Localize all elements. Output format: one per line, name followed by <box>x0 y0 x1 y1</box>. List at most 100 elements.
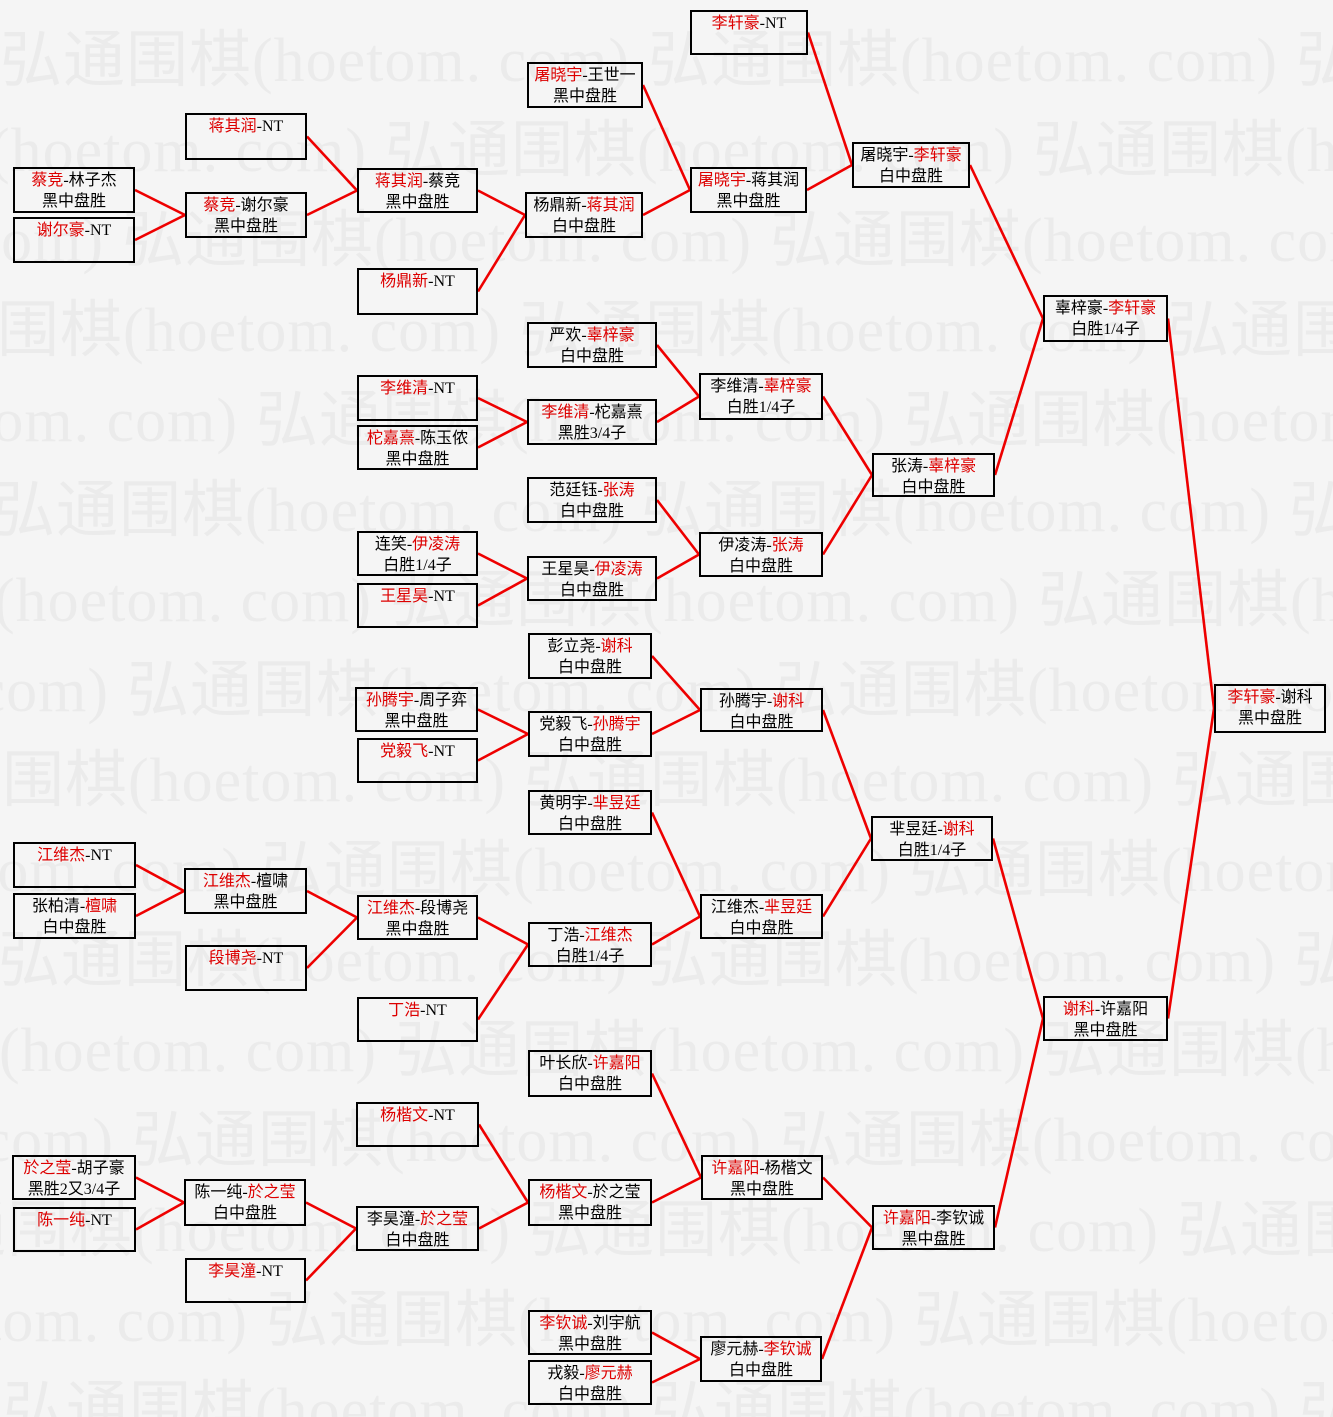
match-result: 黑胜3/4子 <box>557 425 627 442</box>
match-players: 柁嘉熹-陈玉侬 <box>359 428 476 449</box>
player2-name: 蒋其润 <box>586 197 635 214</box>
match-result: 白中盘胜 <box>878 168 943 185</box>
match-players: 江维杰-檀啸 <box>186 871 305 892</box>
bracket-line <box>656 395 700 424</box>
bracket-line <box>477 420 528 449</box>
name-separator: - <box>587 1315 593 1332</box>
name-separator: - <box>84 222 90 239</box>
player1-name: 江维杰 <box>37 847 86 864</box>
match-box-m02: 谢尔豪-NT <box>13 217 135 263</box>
match-players: 李昊潼-NT <box>187 1261 304 1282</box>
player1-name: 张柏清 <box>31 898 80 915</box>
watermark-unit: 弘通围棋(hoetom. com) <box>0 387 239 455</box>
watermark-unit: 弘通围棋(hoetom. com) <box>122 207 753 275</box>
match-result: 黑中盘胜 <box>901 1231 966 1248</box>
watermark-unit: 弘通围棋(hoetom. com) <box>0 1017 378 1085</box>
match-result: 白中盘胜 <box>557 1386 622 1403</box>
match-players: 张柏清-檀啸 <box>15 896 134 917</box>
match-players: 伊凌涛-张涛 <box>701 535 821 556</box>
match-result: 黑中盘胜 <box>385 194 450 211</box>
match-result: 白中盘胜 <box>557 1076 622 1093</box>
player1-name: 辜梓豪 <box>1054 300 1103 317</box>
player1-name: 范廷钰 <box>549 482 598 499</box>
match-result: 黑中盘胜 <box>729 1181 794 1198</box>
match-box-m44: 陈一纯-NT <box>13 1207 136 1252</box>
watermark-unit: 弘通围棋(hoetom. com) <box>390 567 1021 635</box>
bracket-line <box>651 708 701 736</box>
watermark-unit: 弘通围棋(hoetom. com) <box>132 1107 763 1175</box>
bracket-line <box>1166 318 1216 709</box>
player2-name: 李轩豪 <box>913 147 962 164</box>
match-box-m21: 王星昊-伊凌涛 白中盘胜 <box>527 556 657 601</box>
player1-name: 党毅飞 <box>380 743 429 760</box>
bracket-line <box>476 214 527 293</box>
watermark-unit: 弘通围棋(hoetom. com) <box>651 1377 1282 1417</box>
match-players: 许嘉阳-李钦诚 <box>874 1208 993 1229</box>
bracket-line <box>651 1176 702 1204</box>
match-result: 白中盘胜 <box>728 1362 793 1379</box>
watermark-unit: 弘通围棋(hoetom. com) <box>909 837 1333 905</box>
name-separator: - <box>758 1341 764 1358</box>
match-players: 陈一纯-於之莹 <box>186 1182 304 1203</box>
match-box-m38: 芈昱廷-谢科 白胜1/4子 <box>871 816 993 861</box>
match-players: 辜梓豪-李轩豪 <box>1045 298 1166 319</box>
match-result: 白中盘胜 <box>559 503 624 520</box>
name-separator: - <box>420 1002 426 1019</box>
bracket-line <box>806 32 854 166</box>
player2-name: 伊凌涛 <box>412 536 461 553</box>
match-result: 白中盘胜 <box>42 919 107 936</box>
player2-name: 伊凌涛 <box>594 561 643 578</box>
name-separator: - <box>256 1263 262 1280</box>
player1-name: 蒋其润 <box>208 118 257 135</box>
match-box-m22: 伊凌涛-张涛 白中盘胜 <box>699 532 823 577</box>
player1-name: 於之莹 <box>23 1160 72 1177</box>
match-result: 黑中盘胜 <box>1073 1022 1138 1039</box>
match-players: 王星昊-NT <box>359 586 476 607</box>
match-players: 李昊潼-於之莹 <box>358 1209 477 1230</box>
name-separator: - <box>1275 689 1281 706</box>
player2-name: 李钦诚 <box>936 1210 985 1227</box>
watermark-unit: 弘通围棋(hoetom. com) <box>0 477 624 545</box>
name-separator: - <box>1094 1001 1101 1018</box>
player1-name: 戎毅 <box>547 1365 580 1382</box>
name-separator: - <box>422 173 429 190</box>
name-separator: - <box>908 147 914 164</box>
match-box-m32: 江维杰-檀啸黑中盘胜 <box>184 868 307 914</box>
player2-name: 李钦诚 <box>763 1341 812 1358</box>
player2-name: 於之莹 <box>420 1211 469 1228</box>
bracket-line <box>135 889 185 918</box>
name-separator: - <box>428 743 434 760</box>
player1-name: 许嘉阳 <box>711 1160 760 1177</box>
watermark-text: 弘通围棋(hoetom. com)弘通围棋(hoetom. com)弘通围棋(h… <box>0 1020 1333 1082</box>
match-box-m39: 叶长欣-许嘉阳 白中盘胜 <box>528 1050 652 1097</box>
watermark-unit: 弘通围棋(hoetom. com) <box>266 1287 897 1355</box>
bracket-line <box>655 499 701 556</box>
match-result: 黑中盘胜 <box>213 894 278 911</box>
match-box-m29: 黄明宇-芈昱廷 白中盘胜 <box>528 790 652 835</box>
watermark-text: 弘通围棋(hoetom. com)弘通围棋(hoetom. com)弘通围棋(h… <box>0 840 1333 902</box>
match-box-m12: 辜梓豪-李轩豪 白胜1/4子 <box>1043 295 1168 342</box>
player2-name: 王世一 <box>587 67 636 84</box>
name-separator: - <box>414 430 421 447</box>
bracket-line <box>821 709 873 839</box>
match-result: 白中盘胜 <box>385 1232 450 1249</box>
match-box-m13: 严欢-辜梓豪 白中盘胜 <box>527 322 657 368</box>
name-separator: - <box>759 1160 765 1177</box>
player2-name: 柁嘉熹 <box>594 404 643 421</box>
player1-name: 彭立尧 <box>547 638 596 655</box>
bracket-line <box>650 1072 703 1179</box>
match-result: 白中盘胜 <box>901 479 966 496</box>
bracket-line <box>993 1018 1045 1228</box>
match-box-m53: 李轩豪-谢科 黑中盘胜 <box>1214 684 1326 733</box>
match-result: 白中盘胜 <box>559 348 624 365</box>
player1-name: 伊凌涛 <box>718 537 767 554</box>
player2-name: NT <box>261 1263 283 1280</box>
name-separator: - <box>589 404 595 421</box>
player1-name: 李钦诚 <box>539 1315 588 1332</box>
name-separator: - <box>581 197 587 214</box>
match-box-m11: 屠晓宇-李轩豪 白中盘胜 <box>852 142 970 188</box>
match-players: 彭立尧-谢科 <box>530 636 650 657</box>
match-result: 黑中盘胜 <box>41 193 106 210</box>
watermark-unit: 弘通围棋(hoetom. com) <box>770 207 1333 275</box>
